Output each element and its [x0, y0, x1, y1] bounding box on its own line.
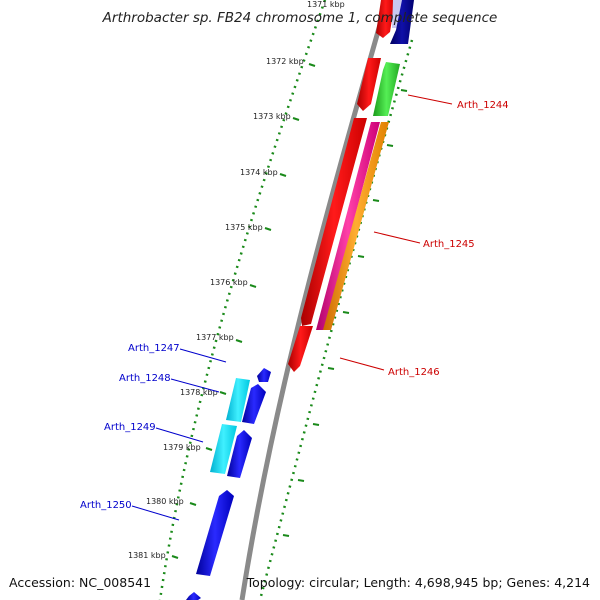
tick-label-1373: 1373 kbp [253, 112, 291, 121]
gene-arth-1244 [373, 62, 400, 116]
gene-red-1372 [357, 58, 381, 111]
reverse-genes [186, 368, 271, 600]
label-arth-1245: Arth_1245 [423, 239, 475, 250]
gene-orange [323, 122, 389, 330]
gene-arth-1249-cyan [210, 424, 237, 474]
tick-label-1372: 1372 kbp [266, 57, 304, 66]
scale-ticks [171, 63, 408, 559]
gene-arth-1246 [288, 326, 313, 372]
label-arth-1246: Arth_1246 [388, 367, 440, 378]
accession-text: Accession: NC_008541 [9, 575, 152, 590]
label-arth-1249: Arth_1249 [104, 422, 156, 433]
gene-red-long [301, 118, 367, 326]
gene-top-red [376, 0, 395, 38]
tick-label-1378: 1378 kbp [180, 388, 218, 397]
forward-genes [288, 0, 414, 372]
scale-line-inner [158, 0, 327, 600]
tick-label-1381: 1381 kbp [128, 551, 166, 560]
tick-label-1380: 1380 kbp [146, 497, 184, 506]
tick-label-1376: 1376 kbp [210, 278, 248, 287]
gene-arth-1248-blue [242, 384, 266, 424]
tick-label-1377: 1377 kbp [196, 333, 234, 342]
gene-arth-1247 [257, 368, 271, 382]
scale-line-outer [258, 39, 414, 600]
tick-label-1374: 1374 kbp [240, 168, 278, 177]
gene-arth-1245 [316, 122, 380, 330]
label-arth-1244: Arth_1244 [457, 100, 509, 111]
label-arth-1250: Arth_1250 [80, 500, 132, 511]
gene-arth-1248-cyan [226, 378, 250, 422]
label-arth-1248: Arth_1248 [119, 373, 171, 384]
label-arth-1247: Arth_1247 [128, 343, 180, 354]
gene-bottom-blue [186, 592, 201, 600]
tick-label-1379: 1379 kbp [163, 443, 201, 452]
map-title: Arthrobacter sp. FB24 chromosome 1, comp… [102, 10, 498, 26]
topology-text: Topology: circular; Length: 4,698,945 bp… [246, 575, 590, 590]
tick-label-1371: 1371 kbp [307, 0, 345, 9]
gene-top-navy [390, 0, 414, 44]
gene-arth-1249-blue [227, 430, 252, 478]
gene-arth-1250 [196, 490, 234, 576]
leader-lines [131, 94, 453, 521]
tick-label-1375: 1375 kbp [225, 223, 263, 232]
